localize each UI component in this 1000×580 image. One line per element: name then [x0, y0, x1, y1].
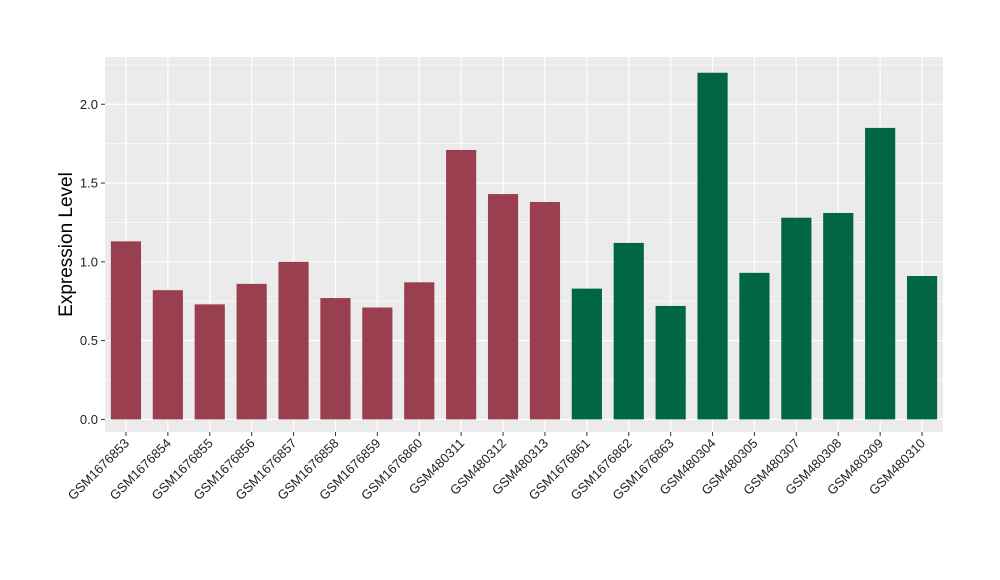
- y-tick-label: 0.5: [80, 333, 98, 348]
- bar-gsm1676862: [613, 242, 644, 420]
- bar-gsm1676858: [320, 298, 351, 420]
- bar-gsm480313: [529, 201, 561, 420]
- bar-gsm1676853: [110, 241, 142, 420]
- bar-gsm1676856: [236, 283, 267, 420]
- bar-gsm1676861: [571, 288, 602, 420]
- y-tick-label: 0.0: [80, 412, 98, 427]
- bar-gsm480309: [865, 127, 896, 420]
- y-tick-label: 1.0: [80, 254, 98, 269]
- bar-gsm480304: [697, 72, 728, 420]
- bar-gsm1676863: [655, 305, 686, 420]
- bars: [110, 72, 938, 420]
- y-axis: 0.0 0.5 1.0 1.5 2.0: [80, 97, 105, 427]
- bar-gsm1676855: [194, 304, 225, 420]
- bar-gsm480305: [739, 272, 770, 420]
- bar-gsm1676854: [152, 290, 183, 420]
- bar-gsm480310: [906, 276, 938, 420]
- y-axis-title: Expression Level: [56, 172, 77, 317]
- x-axis: GSM1676853GSM1676854GSM1676855GSM1676856…: [65, 432, 928, 503]
- y-tick-label: 2.0: [80, 97, 98, 112]
- bar-gsm480307: [781, 217, 812, 420]
- bar-gsm480311: [446, 149, 477, 420]
- bar-gsm1676859: [362, 307, 393, 420]
- bar-gsm1676857: [278, 261, 309, 420]
- bar-gsm1676860: [404, 282, 435, 420]
- y-tick-label: 1.5: [80, 176, 98, 191]
- bar-gsm480308: [823, 212, 854, 420]
- bar-gsm480312: [487, 194, 519, 420]
- plot-panel: [105, 57, 943, 432]
